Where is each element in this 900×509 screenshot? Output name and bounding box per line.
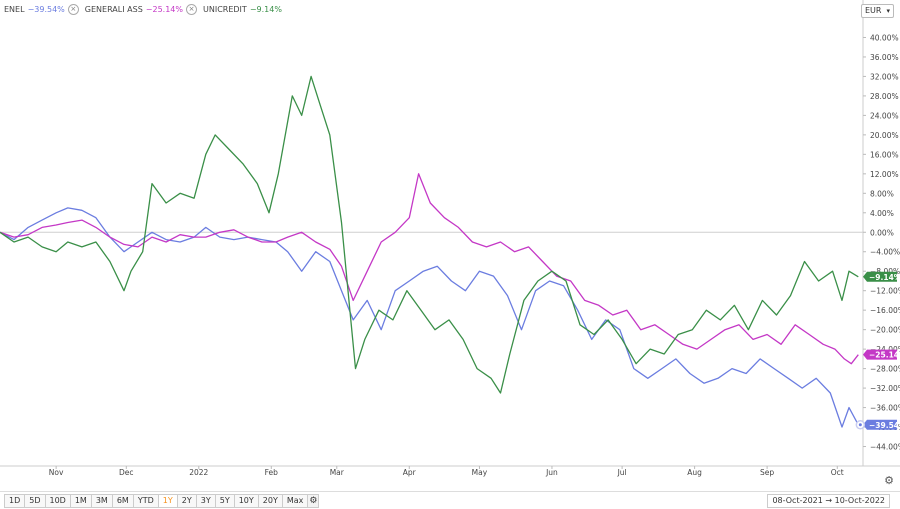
y-tick-label: −28.00% xyxy=(870,365,900,374)
range-button-5y[interactable]: 5Y xyxy=(214,494,234,508)
gear-icon[interactable]: ⚙ xyxy=(307,494,320,508)
y-tick-label: −8.00% xyxy=(870,267,900,276)
last-value-label: −39.54% xyxy=(869,421,900,430)
range-button-max[interactable]: Max xyxy=(281,494,308,508)
y-tick-label: −24.00% xyxy=(870,345,900,354)
plot-area xyxy=(0,0,863,466)
x-tick-label: Jul xyxy=(617,468,627,477)
series-line-generali-ass xyxy=(0,173,859,365)
legend-series-value: −39.54% xyxy=(27,5,65,14)
y-tick-label: −36.00% xyxy=(870,404,900,413)
x-tick-label: Jun xyxy=(545,468,558,477)
range-button-5d[interactable]: 5D xyxy=(24,494,45,508)
legend-series-value: −25.14% xyxy=(145,5,183,14)
range-button-20y[interactable]: 20Y xyxy=(257,494,282,508)
x-tick-label: Nov xyxy=(49,468,64,477)
legend-series-name: ENEL xyxy=(4,5,25,14)
y-tick-label: −32.00% xyxy=(870,384,900,393)
legend-series-value: −9.14% xyxy=(249,5,282,14)
y-tick-label: 4.00% xyxy=(870,209,894,218)
x-tick-label: Mar xyxy=(330,468,345,477)
x-tick-label: Oct xyxy=(831,468,844,477)
range-button-2y[interactable]: 2Y xyxy=(176,494,196,508)
x-tick-label: Sep xyxy=(760,468,774,477)
y-tick-label: 8.00% xyxy=(870,189,894,198)
range-buttons: 1D 5D 10D 1M 3M 6M YTD 1Y 2Y 3Y 5Y 10Y 20Y Max ⚙ xyxy=(4,494,320,508)
chevron-down-icon: ▾ xyxy=(886,7,890,15)
y-tick-label: −20.00% xyxy=(870,326,900,335)
x-tick-label: Feb xyxy=(265,468,279,477)
range-toolbar: 1D 5D 10D 1M 3M 6M YTD 1Y 2Y 3Y 5Y 10Y 20Y Max ⚙ 08-Oc… xyxy=(0,491,900,509)
x-tick-label: Dec xyxy=(119,468,134,477)
y-tick-label: 0.00% xyxy=(870,228,894,237)
close-icon[interactable]: × xyxy=(186,4,197,15)
currency-select[interactable]: EUR ▾ xyxy=(861,4,894,18)
date-range-picker[interactable]: 08-Oct-2021 → 10-Oct-2022 xyxy=(767,494,890,508)
y-tick-label: 12.00% xyxy=(870,170,899,179)
legend-series-name: GENERALI ASS xyxy=(84,5,143,14)
last-value-badge xyxy=(863,271,897,282)
y-tick-label: 20.00% xyxy=(870,131,899,140)
legend-series-name: UNICREDIT xyxy=(203,5,247,14)
x-tick-label: May xyxy=(472,468,488,477)
last-value-label: −9.14% xyxy=(869,273,900,282)
last-value-label: −25.14% xyxy=(869,351,900,360)
y-tick-label: 36.00% xyxy=(870,53,899,62)
range-button-3m[interactable]: 3M xyxy=(90,494,112,508)
y-tick-label: 32.00% xyxy=(870,72,899,81)
y-tick-label: −12.00% xyxy=(870,287,900,296)
currency-value: EUR xyxy=(865,6,882,15)
x-tick-label: 2022 xyxy=(189,468,208,477)
gear-icon[interactable]: ⚙ xyxy=(884,474,894,487)
range-button-6m[interactable]: 6M xyxy=(111,494,133,508)
close-icon[interactable]: × xyxy=(67,4,79,15)
range-button-ytd[interactable]: YTD xyxy=(132,494,158,508)
range-button-3y[interactable]: 3Y xyxy=(195,494,215,508)
range-button-10y[interactable]: 10Y xyxy=(233,494,258,508)
x-tick-label: Aug xyxy=(687,468,702,477)
series-line-unicredit xyxy=(0,75,859,394)
series-end-dot xyxy=(858,423,862,427)
range-button-1d[interactable]: 1D xyxy=(4,494,25,508)
legend-item-unicredit[interactable]: UNICREDIT −9.14% xyxy=(203,5,288,14)
x-tick-label: Apr xyxy=(403,468,417,477)
range-button-10d[interactable]: 10D xyxy=(44,494,70,508)
range-button-1m[interactable]: 1M xyxy=(69,494,91,508)
y-tick-label: 40.00% xyxy=(870,33,899,42)
legend-item-enel[interactable]: ENEL −39.54% × xyxy=(4,4,85,15)
legend-item-generali[interactable]: GENERALI ASS −25.14% × xyxy=(85,4,203,15)
range-button-1y[interactable]: 1Y xyxy=(157,494,177,508)
y-tick-label: −44.00% xyxy=(870,443,900,452)
last-value-badge xyxy=(863,419,897,430)
last-value-badge xyxy=(863,349,897,360)
y-tick-label: −4.00% xyxy=(870,248,900,257)
y-tick-label: −16.00% xyxy=(870,306,900,315)
y-tick-label: 16.00% xyxy=(870,150,899,159)
y-tick-label: 24.00% xyxy=(870,111,899,120)
y-tick-label: 28.00% xyxy=(870,92,899,101)
chart-legend: ENEL −39.54% × GENERALI ASS −25.14% × UN… xyxy=(4,4,288,15)
